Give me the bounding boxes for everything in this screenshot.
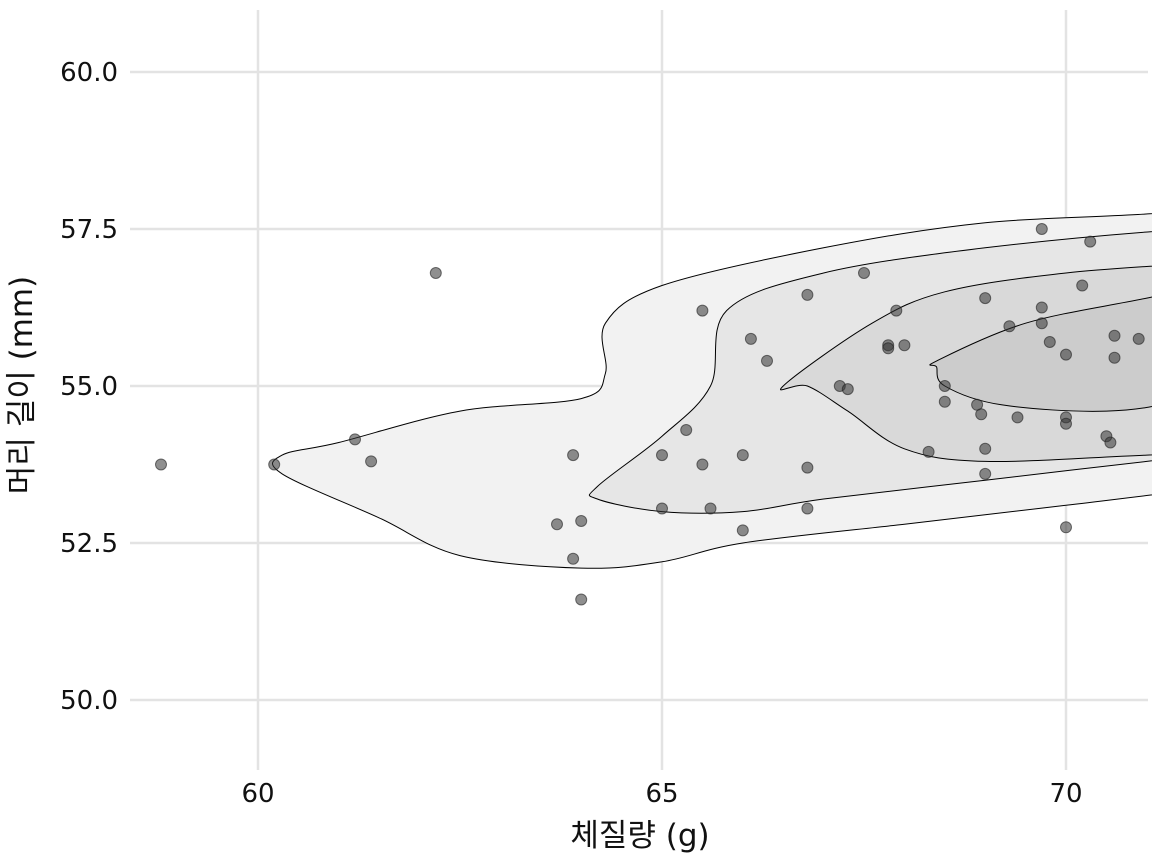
data-point: [841, 383, 854, 396]
data-point: [801, 502, 814, 515]
x-tick-label: 60: [241, 779, 274, 809]
density-contours: [272, 213, 1152, 569]
data-point: [429, 267, 442, 279]
x-axis-title: 체질량 (g): [570, 818, 709, 854]
data-point: [349, 433, 361, 446]
data-point: [1108, 351, 1121, 364]
data-point: [736, 449, 749, 462]
data-point: [922, 445, 935, 458]
data-point: [761, 354, 773, 367]
data-point: [801, 288, 814, 301]
data-point: [882, 342, 895, 355]
x-tick-label: 70: [1049, 779, 1082, 809]
data-point: [1003, 320, 1016, 333]
data-point: [1060, 348, 1072, 361]
y-axis-tick-labels: 50.0 52.5 55.0 57.5 60.0: [60, 58, 118, 716]
y-tick-label: 57.5: [60, 215, 118, 245]
data-point: [1011, 411, 1024, 424]
y-tick-label: 55.0: [60, 372, 118, 402]
data-point: [938, 395, 951, 408]
data-point: [1076, 279, 1089, 292]
data-point: [1060, 521, 1072, 534]
data-point: [575, 515, 588, 527]
x-tick-label: 65: [645, 779, 678, 809]
data-point: [696, 458, 709, 471]
data-point: [567, 449, 580, 462]
density-contour-level-4: [929, 296, 1152, 412]
data-point: [898, 339, 911, 352]
data-point: [1035, 301, 1048, 314]
data-point: [575, 593, 588, 606]
scatter-points: [155, 223, 1145, 606]
data-point: [567, 552, 580, 565]
data-point: [1104, 436, 1117, 449]
data-point: [1132, 332, 1145, 345]
data-point: [975, 408, 988, 421]
data-point: [1060, 417, 1072, 430]
data-point: [656, 502, 668, 515]
data-point: [801, 461, 814, 474]
data-point: [979, 442, 992, 455]
data-point: [680, 424, 693, 436]
x-axis-tick-labels: 6065707580: [241, 779, 1082, 809]
data-point: [696, 304, 709, 317]
y-tick-label: 60.0: [60, 58, 118, 88]
data-point: [551, 518, 563, 531]
data-point: [365, 455, 378, 468]
data-point: [1084, 235, 1097, 248]
y-tick-label: 52.5: [60, 529, 118, 559]
data-point: [155, 458, 167, 471]
data-point: [744, 332, 757, 345]
data-point: [656, 449, 668, 462]
data-point: [890, 304, 903, 317]
data-point: [736, 524, 749, 537]
data-point: [979, 292, 992, 305]
data-point: [268, 458, 281, 471]
data-point: [1035, 223, 1048, 235]
data-point: [704, 502, 717, 515]
data-point: [1108, 329, 1121, 342]
data-point: [1035, 317, 1048, 330]
data-point: [979, 467, 992, 480]
y-tick-label: 50.0: [60, 686, 118, 716]
y-axis-title: 머리 길이 (mm): [4, 276, 40, 494]
data-point: [858, 267, 870, 279]
data-point: [938, 380, 951, 392]
data-point: [1043, 336, 1056, 348]
